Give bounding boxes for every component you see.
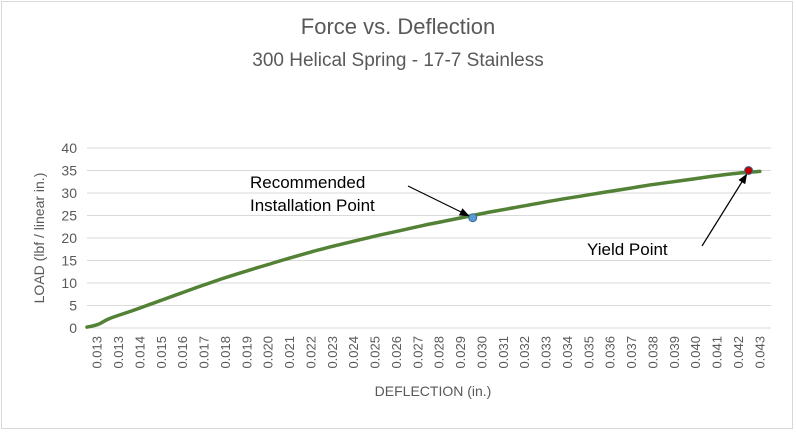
x-axis-ticks: 0.013 0.013 0.014 0.015 0.016 0.017 0.018 0.019…	[90, 336, 768, 369]
x-tick-label: 0.033	[539, 336, 554, 369]
x-tick-label: 0.040	[688, 336, 703, 369]
y-tick-label: 40	[61, 140, 77, 156]
x-tick-label: 0.030	[474, 336, 489, 369]
y-axis-label: LOAD (lbf / linear in.)	[31, 173, 47, 304]
x-tick-label: 0.043	[752, 336, 767, 369]
x-tick-label: 0.035	[581, 336, 596, 369]
x-tick-label: 0.024	[346, 336, 361, 369]
x-axis-label: DEFLECTION (in.)	[375, 383, 492, 399]
x-tick-label: 0.027	[410, 336, 425, 369]
y-tick-label: 5	[69, 298, 77, 314]
x-tick-label: 0.034	[560, 336, 575, 369]
arrow-to-yield-point	[701, 173, 748, 247]
x-tick-label: 0.031	[496, 336, 511, 369]
x-tick-label: 0.014	[132, 336, 147, 369]
x-tick-label: 0.023	[325, 336, 340, 369]
x-tick-label: 0.017	[197, 336, 212, 369]
y-tick-label: 35	[61, 163, 77, 179]
y-tick-label: 10	[61, 275, 77, 291]
installation-point-marker	[468, 213, 478, 223]
x-tick-label: 0.019	[239, 336, 254, 369]
x-tick-label: 0.038	[645, 336, 660, 369]
series-line-load	[85, 169, 762, 329]
x-tick-label: 0.029	[453, 336, 468, 369]
marked-points	[468, 166, 754, 223]
x-tick-label: 0.042	[731, 336, 746, 369]
y-tick-label: 20	[61, 230, 77, 246]
arrow-to-installation-point	[407, 185, 470, 217]
annotation-recommended-line1: Recommended	[250, 173, 365, 192]
x-tick-label: 0.032	[517, 336, 532, 369]
annotation-recommended-line2: Installation Point	[250, 196, 375, 215]
x-tick-label: 0.013	[90, 336, 105, 369]
x-tick-label: 0.022	[303, 336, 318, 369]
y-axis-ticks: 0 5 10 15 20 25 30 35 40	[61, 140, 77, 336]
x-tick-label: 0.041	[710, 336, 725, 369]
y-tick-label: 30	[61, 185, 77, 201]
chart-subtitle: 300 Helical Spring - 17-7 Stainless	[252, 50, 544, 71]
y-tick-label: 15	[61, 253, 77, 269]
x-tick-label: 0.039	[667, 336, 682, 369]
x-tick-label: 0.020	[261, 336, 276, 369]
x-tick-label: 0.016	[175, 336, 190, 369]
x-tick-label: 0.026	[389, 336, 404, 369]
x-tick-label: 0.025	[368, 336, 383, 369]
x-tick-label: 0.028	[432, 336, 447, 369]
gridlines	[87, 147, 771, 306]
yield-point-marker	[744, 166, 754, 175]
annotation-yield-point: Yield Point	[587, 240, 668, 259]
x-tick-label: 0.037	[624, 336, 639, 369]
x-tick-label: 0.015	[154, 336, 169, 369]
chart-title: Force vs. Deflection	[300, 14, 496, 39]
annotation-arrows	[407, 173, 748, 247]
x-tick-label: 0.018	[218, 336, 233, 369]
y-tick-label: 0	[69, 320, 77, 336]
x-tick-label: 0.036	[603, 336, 618, 369]
x-tick-label: 0.013	[111, 336, 126, 369]
y-tick-label: 25	[61, 208, 77, 224]
x-tick-label: 0.021	[282, 336, 297, 369]
